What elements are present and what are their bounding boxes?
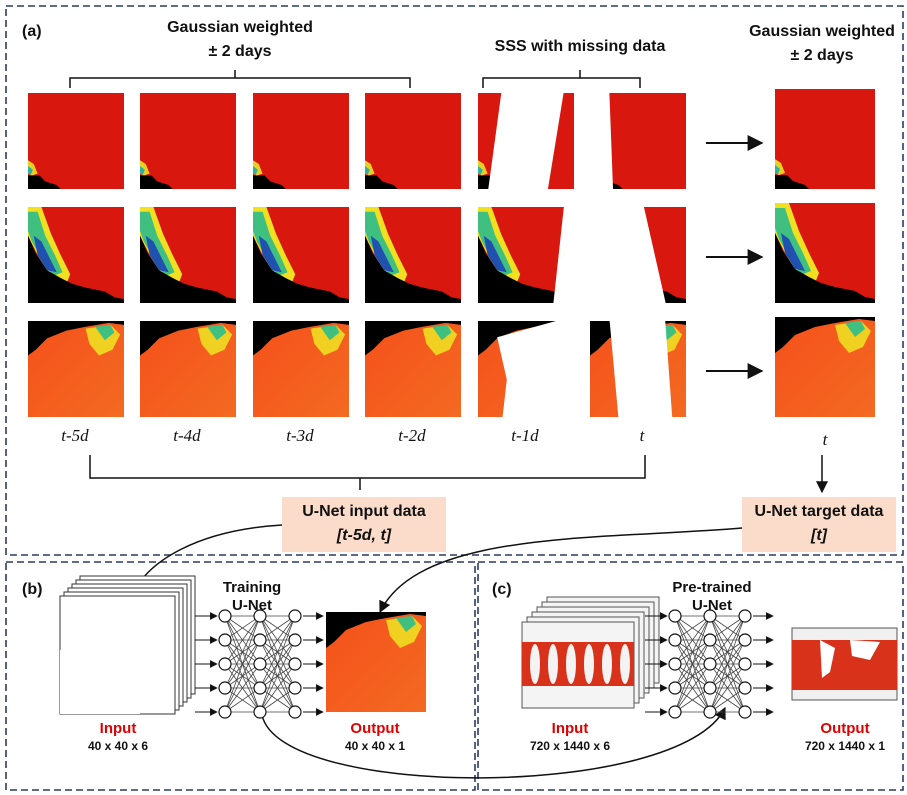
box-range: [t] [810, 527, 828, 544]
network-label: U-Net [232, 597, 272, 614]
map [620, 644, 630, 684]
brace [70, 70, 410, 88]
network-node [704, 634, 716, 646]
network-node [739, 658, 751, 670]
image-tile [28, 321, 124, 417]
brace [483, 70, 640, 88]
panel-label: (b) [22, 581, 42, 598]
image-tile [140, 93, 236, 189]
io-title: Input [552, 720, 589, 737]
network-node [219, 682, 231, 694]
image-tile [28, 207, 124, 303]
network-node [669, 658, 681, 670]
network-label: Pre-trained [672, 579, 751, 596]
image-tile [253, 207, 349, 303]
network-node [704, 610, 716, 622]
network-node [739, 706, 751, 718]
network-node [289, 634, 301, 646]
image-tile [140, 207, 236, 303]
map [602, 644, 612, 684]
network-node [219, 634, 231, 646]
network-node [669, 706, 681, 718]
image-tile [326, 612, 426, 712]
network-node [739, 634, 751, 646]
network-node [254, 634, 266, 646]
header: Gaussian weighted [749, 23, 895, 40]
network-node [289, 706, 301, 718]
network-node [289, 610, 301, 622]
io-title: Output [820, 720, 869, 737]
box-range: [t-5d, t] [336, 527, 392, 544]
network-node [739, 610, 751, 622]
network-node [704, 682, 716, 694]
box-title: U-Net target data [755, 503, 884, 520]
map [530, 644, 540, 684]
network-node [669, 682, 681, 694]
image-tile [253, 321, 349, 417]
header: ± 2 days [790, 47, 853, 64]
io-size: 720 x 1440 x 1 [805, 739, 885, 753]
time-label: t-4d [173, 426, 201, 445]
network-node [219, 610, 231, 622]
map [566, 644, 576, 684]
missing-data [590, 88, 613, 190]
image-tile [253, 93, 349, 189]
network-node [704, 706, 716, 718]
diagram: (a) Gaussian weighted ± 2 days SSS with … [0, 0, 907, 795]
image-tile [365, 207, 461, 303]
image-tile [365, 93, 461, 189]
network-node [669, 610, 681, 622]
image-tile [140, 321, 236, 417]
time-label: t [640, 426, 646, 445]
time-label: t-1d [511, 426, 539, 445]
image-tile [365, 321, 461, 417]
image-tile [28, 93, 124, 189]
panel-label: (c) [492, 581, 512, 598]
map [584, 644, 594, 684]
map [792, 640, 897, 690]
io-size: 40 x 40 x 6 [88, 739, 148, 753]
io-title: Input [100, 720, 137, 737]
network-node [254, 658, 266, 670]
io-size: 40 x 40 x 1 [345, 739, 405, 753]
network-node [254, 682, 266, 694]
image-tile [775, 89, 875, 189]
header: Gaussian weighted [167, 19, 313, 36]
network-node [289, 682, 301, 694]
network-node [704, 658, 716, 670]
panel-label: (a) [22, 23, 42, 40]
network-label: Training [223, 579, 281, 596]
network-node [219, 658, 231, 670]
time-label: t-3d [286, 426, 314, 445]
header: ± 2 days [208, 43, 271, 60]
time-labels: t-5d t-4d t-3d t-2d t-1d t t [61, 426, 828, 449]
arrow [262, 708, 725, 778]
time-label: t [823, 430, 829, 449]
image-tile [775, 317, 875, 417]
image-tile [775, 203, 875, 303]
header: SSS with missing data [495, 38, 666, 55]
network-node [254, 706, 266, 718]
time-label: t-2d [398, 426, 426, 445]
network-node [669, 634, 681, 646]
map [548, 644, 558, 684]
network-node [254, 610, 266, 622]
network-node [219, 706, 231, 718]
brace [90, 455, 645, 490]
network-node [289, 658, 301, 670]
box-title: U-Net input data [302, 503, 426, 520]
time-label: t-5d [61, 426, 89, 445]
missing-data [609, 316, 672, 422]
io-size: 720 x 1440 x 6 [530, 739, 610, 753]
network-node [739, 682, 751, 694]
io-title: Output [350, 720, 399, 737]
